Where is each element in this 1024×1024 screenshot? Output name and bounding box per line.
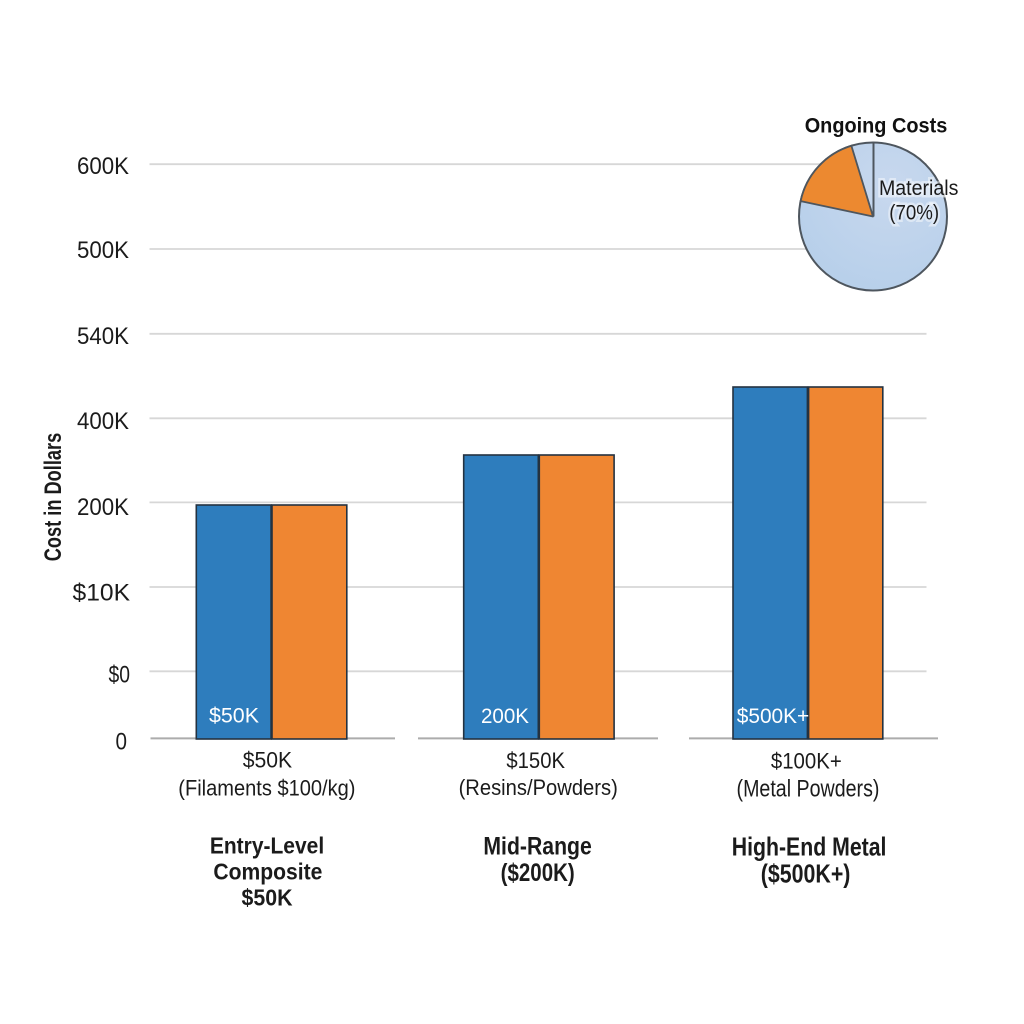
svg-text:Cost in Dollars: Cost in Dollars — [40, 433, 67, 562]
svg-text:Materials: Materials — [879, 177, 958, 200]
svg-text:600K: 600K — [77, 153, 129, 180]
svg-text:200K: 200K — [481, 704, 530, 728]
svg-text:540K: 540K — [77, 323, 129, 350]
svg-text:400K: 400K — [77, 408, 129, 435]
svg-text:Composite: Composite — [213, 859, 322, 885]
svg-text:(70%): (70%) — [889, 201, 939, 224]
svg-text:$150K: $150K — [506, 748, 565, 773]
svg-text:200K: 200K — [77, 494, 129, 521]
svg-text:Mid-Range: Mid-Range — [483, 832, 591, 860]
svg-text:($500K+): ($500K+) — [761, 859, 851, 889]
svg-text:0: 0 — [116, 728, 128, 755]
svg-text:$50K: $50K — [243, 748, 293, 773]
svg-text:Ongoing Costs: Ongoing Costs — [805, 114, 948, 137]
svg-text:High-End Metal: High-End Metal — [732, 832, 887, 862]
svg-text:Entry-Level: Entry-Level — [210, 833, 324, 859]
svg-text:$0: $0 — [109, 662, 131, 689]
svg-text:$10K: $10K — [73, 580, 131, 607]
svg-text:$500K+: $500K+ — [737, 704, 810, 728]
svg-text:$50K: $50K — [209, 704, 260, 728]
svg-text:(Filaments $100/kg): (Filaments $100/kg) — [178, 776, 355, 801]
svg-text:(Metal Powders): (Metal Powders) — [737, 776, 880, 803]
svg-text:($200K): ($200K) — [501, 859, 575, 887]
svg-text:(Resins/Powders): (Resins/Powders) — [459, 775, 618, 800]
svg-text:$50K: $50K — [242, 885, 293, 911]
svg-text:$100K+: $100K+ — [771, 749, 842, 774]
svg-text:500K: 500K — [77, 237, 129, 264]
